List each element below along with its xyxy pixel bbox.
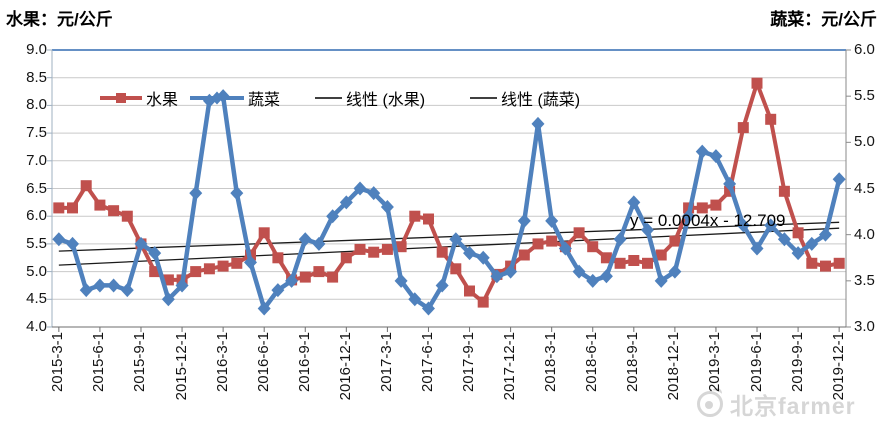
chart-legend: 水果 蔬菜 线性 (水果) 线性 (蔬菜) (0, 87, 883, 109)
x-axis-tick-label: 2019-6-1 (747, 332, 765, 393)
vegetable-series-marker-icon (190, 90, 244, 106)
left-axis-tick-label: 7.0 (26, 151, 47, 169)
x-axis-tick-label: 2019-9-1 (788, 332, 806, 393)
watermark-text: 北京farmer (730, 393, 856, 419)
weibo-eye-icon (697, 391, 723, 417)
left-axis-tick-label: 8.0 (26, 96, 47, 114)
x-axis-tick-label: 2019-12-1 (829, 332, 847, 401)
linear-fruit-trendline-icon (315, 90, 342, 106)
trendline-equation: y = 0.0004x - 12.709 (630, 211, 786, 230)
left-axis-tick-label: 4.0 (26, 318, 47, 335)
x-axis-tick-label: 2018-12-1 (665, 332, 683, 401)
left-axis-title: 水果：元/公斤 (6, 10, 113, 29)
x-axis-tick-label: 2019-3-1 (706, 332, 724, 393)
x-axis-tick-label: 2016-6-1 (254, 332, 272, 393)
x-axis-tick-label: 2015-9-1 (131, 332, 149, 393)
legend-item-linear-fruit: 线性 (水果) (315, 87, 425, 109)
right-axis-title: 蔬菜：元/公斤 (770, 10, 877, 29)
x-axis-tick-label: 2017-6-1 (418, 332, 436, 393)
x-axis-tick-label: 2017-12-1 (501, 332, 519, 401)
x-axis-tick-label: 2018-3-1 (542, 332, 560, 393)
left-axis-tick-label: 5.5 (26, 234, 47, 252)
left-axis-tick-label: 4.5 (26, 290, 47, 308)
fruit-series-marker-icon (100, 90, 142, 106)
legend-label-linear-fruit: 线性 (水果) (346, 92, 426, 109)
left-axis-tick-label: 6.0 (26, 207, 47, 225)
right-axis-tick-label: 4.5 (854, 179, 875, 197)
legend-item-fruit: 水果 (100, 87, 178, 109)
linear-vegetable-trendline-icon (470, 90, 497, 106)
x-axis-tick-label: 2015-6-1 (90, 332, 108, 393)
right-axis-tick-label: 5.0 (854, 133, 875, 151)
legend-label-vegetable: 蔬菜 (248, 92, 281, 109)
legend-label-linear-vegetable: 线性 (蔬菜) (501, 92, 581, 109)
right-axis-tick-label: 5.5 (854, 87, 875, 105)
legend-item-linear-vegetable: 线性 (蔬菜) (470, 87, 580, 109)
right-axis-tick-label: 4.0 (854, 225, 875, 243)
x-axis-tick-label: 2018-6-1 (583, 332, 601, 393)
left-axis-tick-label: 5.0 (26, 262, 47, 280)
x-axis-tick-label: 2017-9-1 (460, 332, 478, 393)
x-axis-tick-label: 2017-3-1 (377, 332, 395, 393)
x-axis-tick-label: 2016-12-1 (336, 332, 354, 401)
legend-label-fruit: 水果 (146, 92, 179, 109)
legend-item-vegetable: 蔬菜 (190, 87, 280, 109)
weibo-watermark: 北京farmer (697, 387, 856, 421)
x-axis-tick-label: 2016-9-1 (295, 332, 313, 393)
left-axis-tick-label: 7.5 (26, 124, 47, 142)
right-axis-tick-label: 3.0 (854, 318, 875, 335)
x-axis-tick-label: 2016-3-1 (213, 332, 231, 393)
left-axis-tick-label: 9.0 (26, 41, 47, 58)
left-axis-tick-label: 6.5 (26, 179, 47, 197)
left-axis-tick-label: 8.5 (26, 68, 47, 86)
x-axis-tick-label: 2018-9-1 (624, 332, 642, 393)
x-axis-tick-label: 2015-12-1 (172, 332, 190, 401)
right-axis-tick-label: 6.0 (854, 41, 875, 58)
x-axis-tick-label: 2015-3-1 (49, 332, 67, 393)
right-axis-tick-label: 3.5 (854, 271, 875, 289)
